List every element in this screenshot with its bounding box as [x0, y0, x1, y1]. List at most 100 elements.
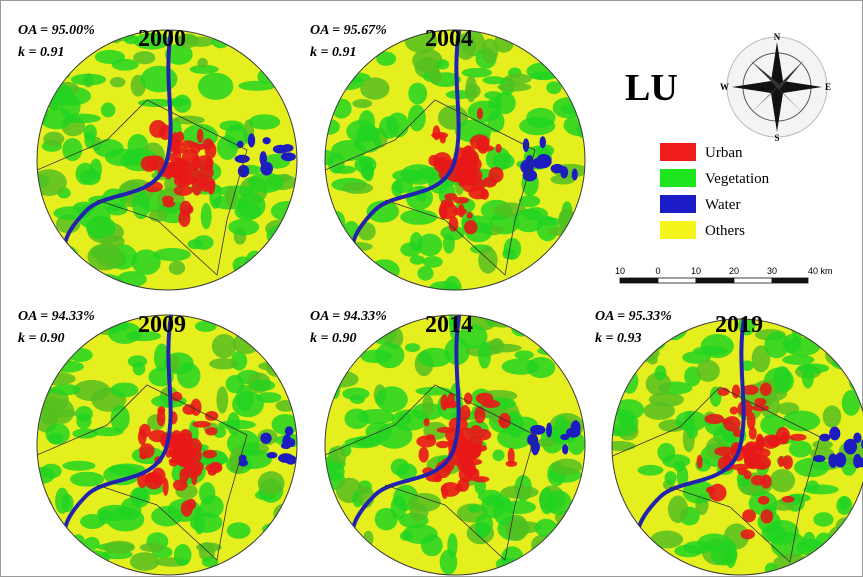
urban-patch — [466, 160, 478, 170]
vegetation-patch — [169, 261, 185, 275]
vegetation-patch — [398, 413, 412, 425]
vegetation-patch — [331, 140, 366, 161]
legend-swatch — [660, 195, 696, 213]
vegetation-patch — [111, 382, 139, 397]
vegetation-patch — [379, 116, 399, 139]
vegetation-patch — [80, 514, 105, 529]
urban-patch — [157, 406, 165, 414]
vegetation-patch — [199, 482, 215, 504]
vegetation-patch — [540, 488, 555, 515]
scale-segment — [658, 278, 696, 283]
vegetation-patch — [405, 343, 420, 352]
urban-patch — [473, 476, 490, 482]
vegetation-patch — [201, 203, 212, 229]
water-patch — [853, 454, 861, 468]
urban-patch — [745, 448, 759, 465]
vegetation-patch — [813, 512, 833, 526]
urban-patch — [479, 145, 494, 151]
vegetation-patch — [478, 342, 491, 369]
vegetation-patch — [100, 235, 125, 248]
compass-n: N — [774, 32, 781, 42]
vegetation-patch — [524, 207, 548, 221]
vegetation-patch — [806, 480, 819, 492]
water-patch — [281, 152, 296, 161]
urban-patch — [175, 158, 187, 176]
vegetation-patch — [45, 423, 69, 444]
vegetation-patch — [527, 357, 556, 378]
urban-patch — [732, 464, 749, 471]
vegetation-patch — [361, 163, 374, 179]
vegetation-patch — [436, 59, 449, 69]
scale-segment — [620, 278, 658, 283]
vegetation-patch — [417, 266, 433, 281]
urban-patch — [207, 180, 215, 195]
urban-patch — [474, 406, 485, 423]
urban-patch — [730, 407, 738, 415]
urban-patch — [145, 472, 163, 489]
vegetation-patch — [185, 37, 214, 47]
compass-e: E — [825, 82, 831, 92]
urban-patch — [474, 445, 487, 452]
vegetation-patch — [173, 116, 205, 125]
legend-label: Vegetation — [705, 171, 770, 187]
urban-patch — [163, 201, 175, 208]
vegetation-patch — [104, 541, 135, 554]
water-patch — [572, 169, 578, 181]
urban-patch — [477, 108, 483, 120]
vegetation-patch — [638, 465, 664, 476]
vegetation-patch — [696, 360, 720, 382]
vegetation-patch — [662, 454, 690, 468]
panel-year: 2004 — [425, 26, 473, 52]
legend-swatch — [660, 143, 696, 161]
legend-swatch — [660, 221, 696, 239]
vegetation-patch — [668, 496, 688, 524]
water-patch — [235, 155, 250, 163]
vegetation-patch — [497, 83, 531, 92]
urban-patch — [471, 425, 482, 434]
scale-segment — [772, 278, 808, 283]
vegetation-patch — [665, 471, 677, 484]
urban-patch — [452, 208, 467, 216]
vegetation-patch — [415, 387, 451, 396]
vegetation-patch — [468, 504, 481, 513]
vegetation-patch — [357, 409, 394, 424]
urban-patch — [483, 177, 497, 188]
vegetation-patch — [133, 51, 155, 64]
vegetation-patch — [497, 427, 532, 449]
urban-patch — [782, 496, 795, 503]
vegetation-patch — [106, 507, 144, 531]
vegetation-patch — [515, 350, 534, 359]
urban-patch — [760, 382, 772, 395]
urban-patch — [449, 216, 459, 231]
scale-segment — [734, 278, 772, 283]
scale-label: 30 — [767, 266, 777, 276]
urban-patch — [441, 199, 454, 208]
accuracy-kappa: k = 0.91 — [310, 45, 356, 60]
water-patch — [285, 426, 293, 436]
urban-patch — [751, 475, 765, 486]
vegetation-patch — [174, 544, 192, 566]
vegetation-patch — [198, 73, 233, 100]
vegetation-patch — [70, 472, 104, 487]
vegetation-patch — [481, 39, 498, 64]
vegetation-patch — [352, 99, 372, 108]
urban-patch — [186, 460, 204, 473]
urban-patch — [757, 436, 765, 454]
vegetation-patch — [773, 366, 791, 392]
vegetation-patch — [478, 247, 497, 274]
urban-patch — [761, 509, 774, 523]
vegetation-patch — [52, 384, 80, 395]
vegetation-patch — [101, 103, 116, 118]
vegetation-patch — [770, 469, 795, 492]
vegetation-patch — [655, 365, 667, 380]
vegetation-patch — [802, 363, 814, 388]
vegetation-patch — [216, 386, 228, 413]
water-patch — [260, 162, 273, 176]
scale-label: 40 km — [808, 266, 833, 276]
vegetation-patch — [475, 513, 493, 535]
urban-patch — [196, 155, 214, 169]
urban-patch — [187, 205, 193, 213]
vegetation-patch — [376, 386, 408, 412]
vegetation-patch — [212, 334, 236, 358]
urban-patch — [464, 220, 477, 234]
